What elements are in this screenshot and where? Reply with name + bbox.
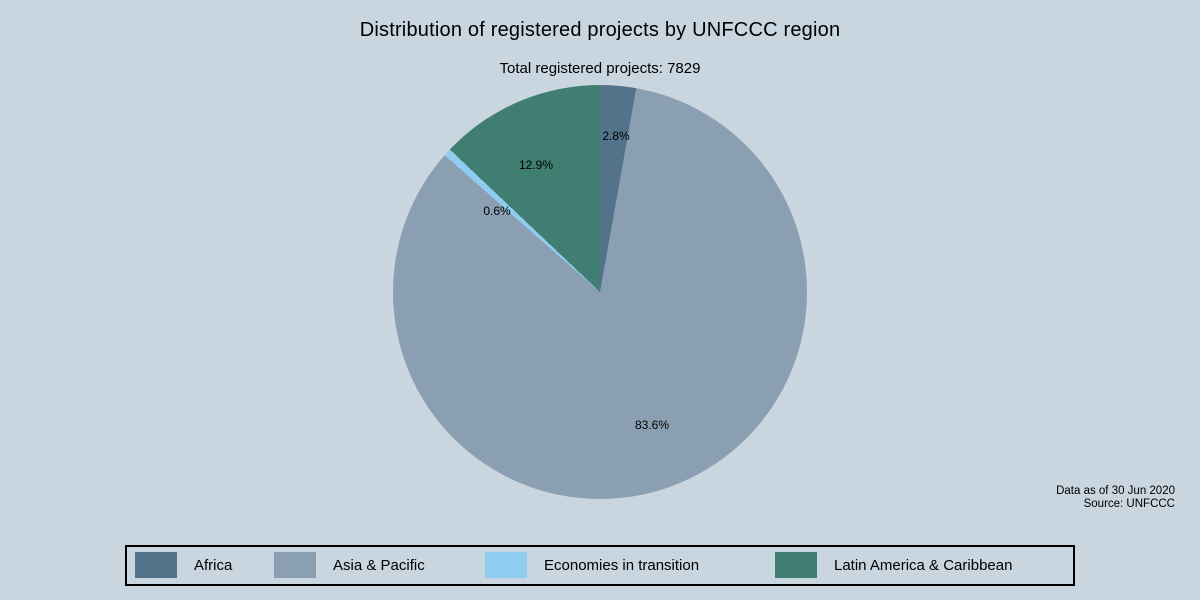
chart-subtitle: Total registered projects: 7829 [499, 60, 701, 77]
legend-swatch-latin-america [775, 552, 817, 578]
slice-label-latin-america: 12.9% [518, 158, 554, 172]
legend-entry-africa: Africa [135, 552, 232, 578]
legend-entry-economies-in-transition: Economies in transition [485, 552, 699, 578]
slice-label-asia-pacific: 83.6% [634, 418, 670, 432]
footnote-source: Source: UNFCCC [1083, 498, 1175, 510]
footnote: Data as of 30 Jun 2020 Source: UNFCCC [1056, 485, 1175, 511]
footnote-date: Data as of 30 Jun 2020 [1056, 485, 1175, 497]
legend-swatch-economies-in-transition [485, 552, 527, 578]
legend-label-africa: Africa [194, 556, 233, 574]
legend-label-asia-pacific: Asia & Pacific [333, 556, 425, 574]
pie-chart [393, 85, 807, 499]
slice-label-economies-in-transition: 0.6% [483, 204, 511, 218]
legend-swatch-africa [135, 552, 177, 578]
legend-label-economies-in-transition: Economies in transition [544, 556, 700, 574]
slice-label-africa: 2.8% [602, 129, 630, 143]
legend-entry-latin-america: Latin America & Caribbean [775, 552, 1012, 578]
legend-label-latin-america: Latin America & Caribbean [834, 556, 1013, 574]
legend-swatch-asia-pacific [274, 552, 316, 578]
legend: Africa Asia & Pacific Economies in trans… [125, 545, 1075, 586]
chart-title: Distribution of registered projects by U… [359, 19, 841, 41]
legend-entry-asia-pacific: Asia & Pacific [274, 552, 425, 578]
